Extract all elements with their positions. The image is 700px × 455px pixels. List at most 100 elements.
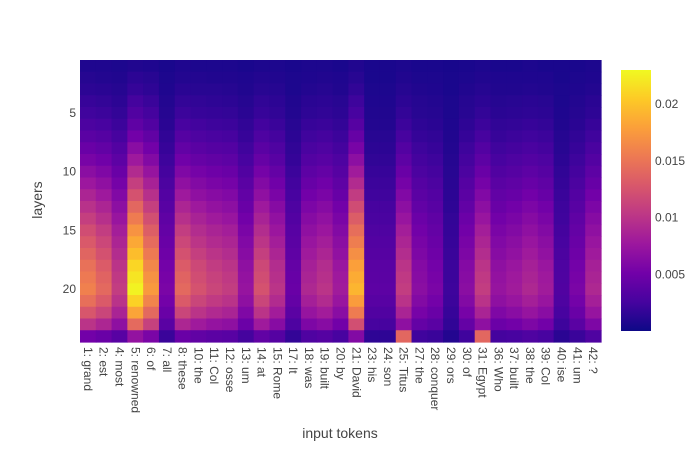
heatmap-cell xyxy=(127,224,144,237)
heatmap-cell xyxy=(190,306,207,320)
heatmap-cell xyxy=(269,95,286,108)
heatmap-cell xyxy=(237,165,255,179)
heatmap-cell xyxy=(569,306,586,320)
heatmap-cell xyxy=(285,142,302,155)
heatmap-cell xyxy=(158,60,176,73)
heatmap-cell xyxy=(95,212,113,226)
heatmap-cell xyxy=(206,259,223,273)
heatmap-cell xyxy=(222,259,239,273)
heatmap-cell xyxy=(158,248,176,261)
heatmap-cell xyxy=(474,130,492,143)
heatmap-cell xyxy=(537,236,555,249)
heatmap-cell xyxy=(553,142,571,155)
heatmap-cell xyxy=(569,330,586,343)
heatmap-cell xyxy=(553,83,571,96)
heatmap-cell xyxy=(301,236,318,249)
heatmap-cell xyxy=(427,118,444,132)
heatmap-cell xyxy=(222,154,239,167)
heatmap-cell xyxy=(348,118,365,132)
heatmap-cell xyxy=(127,71,144,85)
x-tick-label: 36: Who xyxy=(491,347,505,392)
heatmap-cell xyxy=(332,71,349,85)
heatmap-cell xyxy=(222,83,239,96)
heatmap-cell xyxy=(222,248,239,261)
heatmap-cell xyxy=(206,189,223,202)
heatmap-cell xyxy=(458,130,476,143)
heatmap-cell xyxy=(569,71,586,85)
heatmap-cell xyxy=(585,224,602,237)
heatmap-cell xyxy=(585,318,602,331)
heatmap-cell xyxy=(411,118,428,132)
heatmap-cell xyxy=(364,248,381,261)
heatmap-cell xyxy=(506,189,523,202)
heatmap-cell xyxy=(553,154,571,167)
y-axis-ticks: 5 10 15 20 xyxy=(63,106,77,296)
heatmap-cell xyxy=(127,95,144,108)
heatmap-cell xyxy=(522,177,539,190)
heatmap-cell xyxy=(506,248,523,261)
heatmap-cell xyxy=(364,271,381,284)
heatmap-cell xyxy=(585,154,602,167)
heatmap-cell xyxy=(174,95,192,108)
heatmap-cell xyxy=(569,236,586,249)
heatmap-cell xyxy=(95,189,113,202)
heatmap-cell xyxy=(285,224,302,237)
heatmap-cell xyxy=(285,177,302,190)
heatmap-cell xyxy=(379,224,397,237)
heatmap-cell xyxy=(269,318,286,331)
heatmap-cell xyxy=(411,318,428,331)
heatmap-cell xyxy=(474,283,492,296)
heatmap-cell xyxy=(427,83,444,96)
heatmap-cell xyxy=(158,118,176,132)
heatmap-cell xyxy=(458,259,476,273)
heatmap-cell xyxy=(80,295,97,308)
heatmap-cell xyxy=(316,330,334,343)
heatmap-cell xyxy=(506,107,523,120)
heatmap-cell xyxy=(348,177,365,190)
heatmap-cell xyxy=(285,271,302,284)
heatmap-cell xyxy=(569,165,586,179)
heatmap-cell xyxy=(411,236,428,249)
heatmap-cell xyxy=(190,189,207,202)
heatmap-cell xyxy=(569,95,586,108)
heatmap-cell xyxy=(301,271,318,284)
heatmap-cell xyxy=(427,95,444,108)
heatmap-cell xyxy=(237,142,255,155)
heatmap-cell xyxy=(206,165,223,179)
heatmap-cell xyxy=(585,201,602,214)
x-tick-label: 41: um xyxy=(570,347,584,384)
heatmap-cell xyxy=(395,271,413,284)
heatmap-cell xyxy=(206,60,223,73)
heatmap-cell xyxy=(443,154,460,167)
heatmap-cell xyxy=(301,189,318,202)
colorbar xyxy=(621,70,651,331)
x-tick-label: 14: at xyxy=(255,347,269,378)
heatmap-cell xyxy=(427,295,444,308)
heatmap-cell xyxy=(348,71,365,85)
heatmap-cell xyxy=(158,236,176,249)
heatmap-cell xyxy=(143,71,160,85)
heatmap-cell xyxy=(443,306,460,320)
heatmap-cell xyxy=(490,154,507,167)
heatmap-cell xyxy=(537,283,555,296)
heatmap-cell xyxy=(285,154,302,167)
heatmap-cell xyxy=(443,95,460,108)
heatmap-cell xyxy=(285,318,302,331)
heatmap-cell xyxy=(253,283,271,296)
heatmap-cell xyxy=(143,224,160,237)
heatmap-cell xyxy=(474,95,492,108)
heatmap-cell xyxy=(569,283,586,296)
heatmap-cell xyxy=(190,83,207,96)
x-tick-label: 18: was xyxy=(302,347,316,388)
heatmap-cell xyxy=(301,142,318,155)
heatmap-cell xyxy=(206,118,223,132)
heatmap-cell xyxy=(190,201,207,214)
heatmap-cell xyxy=(506,330,523,343)
heatmap-cell xyxy=(301,212,318,226)
heatmap-cell xyxy=(522,60,539,73)
heatmap-cell xyxy=(537,189,555,202)
heatmap-cell xyxy=(111,177,128,190)
heatmap-cell xyxy=(190,118,207,132)
heatmap-cell xyxy=(127,177,144,190)
heatmap-cell xyxy=(190,248,207,261)
